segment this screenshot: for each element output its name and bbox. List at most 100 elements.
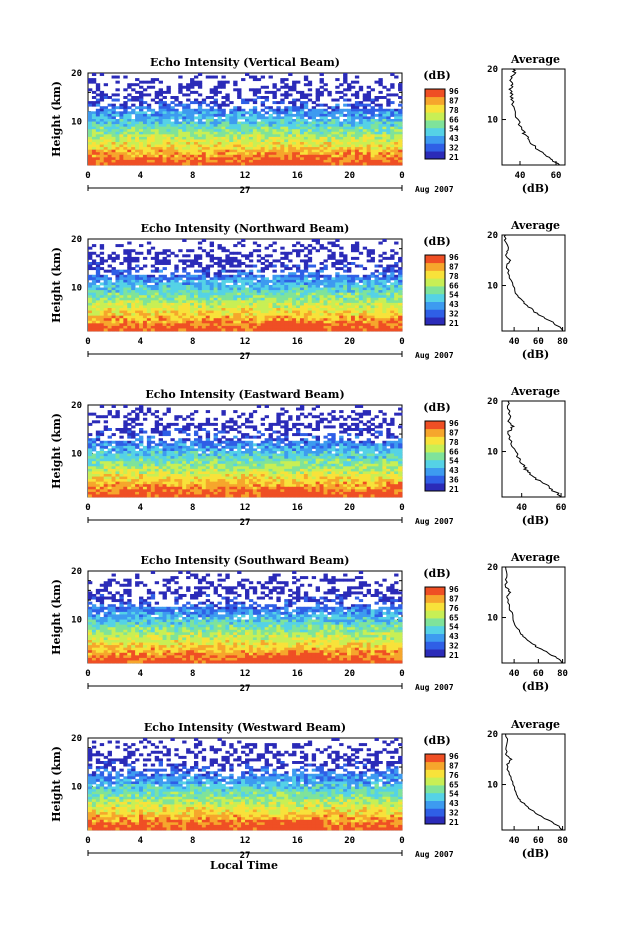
heatmap-cell [182,108,187,112]
heatmap-cell [119,305,124,309]
heatmap-cell [327,136,332,140]
heatmap-cell [311,113,317,117]
heatmap-cell [201,308,207,311]
heatmap-cell [370,157,375,161]
heatmap-cell [260,277,266,281]
heatmap-cell [323,126,328,130]
heatmap-cell [390,308,395,311]
heatmap-cell [91,295,97,299]
heatmap-cell [186,300,191,304]
colorbar-segment [425,151,445,160]
heatmap-cell [241,244,246,248]
heatmap-cell [280,101,285,105]
heatmap-cell [166,119,171,122]
heatmap-cell [225,318,230,322]
heatmap-cell [139,422,144,426]
heatmap-cell [323,320,328,324]
heatmap-cell [382,285,387,288]
heatmap-cell [135,111,140,115]
heatmap-cell [256,315,262,319]
heatmap-cell [209,142,215,145]
heatmap-cell [350,422,356,426]
heatmap-cell [127,85,132,89]
heatmap-cell [158,305,163,309]
heatmap-cell [213,277,218,281]
heatmap-cell [111,144,116,148]
heatmap-cell [213,318,218,322]
heatmap-cell [299,407,305,411]
heatmap-cell [237,136,242,140]
heatmap-cell [323,425,328,429]
heatmap-cell [201,313,207,317]
heatmap-cell [233,144,238,148]
heatmap-cell [182,254,187,258]
heatmap-cell [225,287,230,291]
heatmap-cell [398,83,403,87]
heatmap-cell [107,147,112,151]
heatmap-cell [264,320,269,324]
heatmap-cell [139,320,144,324]
heatmap-cell [95,313,101,317]
heatmap-cell [354,282,360,286]
heatmap-cell [272,83,277,87]
heatmap-cell [107,287,112,291]
heatmap-cell [390,277,395,281]
heatmap-cell [280,269,285,273]
heatmap-cell [374,134,379,138]
heatmap-cell [366,410,372,414]
heatmap-cell [91,292,97,296]
heatmap-cell [339,259,344,263]
heatmap-cell [394,308,399,311]
heatmap-cell [225,131,230,135]
heatmap-cell [95,101,101,105]
heatmap-cell [303,425,309,429]
heatmap-cell [221,320,226,324]
heatmap-cell [182,144,187,148]
heatmap-cell [186,313,191,317]
heatmap-cell [366,313,372,317]
heatmap-cell [115,126,120,130]
heatmap-cell [103,113,109,117]
heatmap-cell [292,264,297,268]
heatmap-cell [162,113,167,117]
heatmap-cell [154,308,160,311]
heatmap-cell [170,305,175,309]
heatmap-cell [166,433,171,437]
heatmap-cell [296,162,301,166]
heatmap-cell [205,287,211,291]
heatmap-cell [307,264,313,268]
heatmap-cell [233,80,238,84]
heatmap-cell [252,282,258,286]
heatmap-cell [296,129,301,133]
heatmap-cell [284,310,289,314]
heatmap-cell [292,159,297,163]
date-suffix: Aug 2007 [415,185,454,194]
heatmap-cell [303,328,309,332]
heatmap-cell [229,121,234,125]
heatmap-cell [264,279,269,283]
heatmap-cell [394,136,399,140]
heatmap-cell [139,131,144,135]
heatmap-cell [241,292,246,296]
heatmap-cell [284,320,289,324]
heatmap-cell [331,262,336,265]
heatmap-cell [95,262,101,265]
heatmap-cell [284,93,289,97]
heatmap-cell [264,318,269,322]
heatmap-cell [131,425,136,429]
heatmap-cell [135,297,140,301]
heatmap-cell [331,305,336,309]
heatmap-cell [248,75,254,79]
heatmap-cell [311,328,317,332]
heatmap-cell [323,147,328,151]
heatmap-cell [103,443,109,447]
heatmap-cell [276,259,281,263]
heatmap-cell [288,287,293,291]
heatmap-cell [350,80,356,84]
heatmap-cell [170,124,175,128]
heatmap-cell [264,443,269,447]
heatmap-cell [288,279,293,283]
heatmap-cell [358,139,364,143]
heatmap-cell [390,162,395,166]
heatmap-cell [166,106,171,110]
